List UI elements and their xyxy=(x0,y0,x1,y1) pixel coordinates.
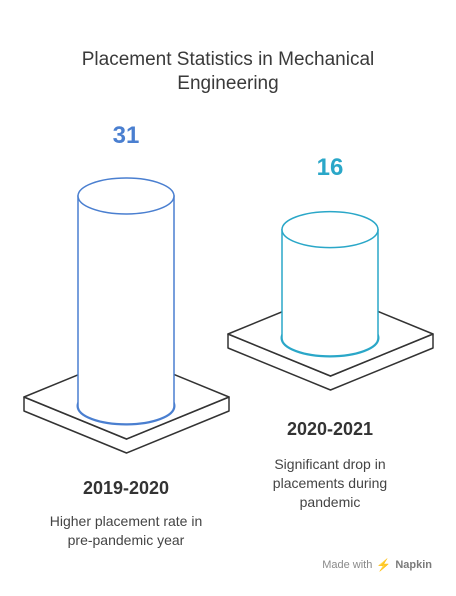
napkin-logo-icon: ⚡ xyxy=(376,558,392,572)
description-2020-2021-line-1: Significant drop in xyxy=(274,456,386,472)
footer: Made with ⚡ Napkin xyxy=(322,558,432,572)
description-2020-2021: Significant drop in placements during pa… xyxy=(230,455,430,512)
description-2020-2021-line-3: pandemic xyxy=(299,494,361,510)
description-2020-2021-line-2: placements during xyxy=(272,475,388,491)
value-label-2019-2020: 31 xyxy=(112,122,140,149)
description-2019-2020-line-2: pre-pandemic year xyxy=(67,532,185,548)
chart-title-line-2: Engineering xyxy=(177,73,279,94)
value-label-2020-2021: 16 xyxy=(316,154,344,181)
cylinder-top-0 xyxy=(77,177,175,215)
cylinder-body-0 xyxy=(77,195,175,425)
made-with-text: Made with xyxy=(322,559,373,571)
category-label-2020-2021: 2020-2021 xyxy=(286,419,374,439)
cylinder-body-1 xyxy=(281,228,379,357)
description-2019-2020: Higher placement rate in pre-pandemic ye… xyxy=(26,512,226,550)
chart-title: Placement Statistics in Mechanical Engin… xyxy=(0,48,456,96)
description-2019-2020-line-1: Higher placement rate in xyxy=(49,513,203,529)
chart-title-line-1: Placement Statistics in Mechanical xyxy=(81,49,375,70)
cylinder-top-1 xyxy=(281,210,379,249)
brand-name: Napkin xyxy=(395,559,432,571)
category-label-2019-2020: 2019-2020 xyxy=(82,478,170,498)
